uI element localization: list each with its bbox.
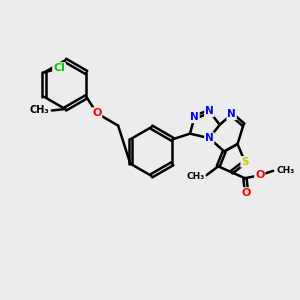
- Text: N: N: [190, 112, 199, 122]
- Text: N: N: [205, 133, 214, 143]
- Text: S: S: [241, 157, 249, 167]
- Text: O: O: [92, 108, 101, 118]
- Text: N: N: [227, 110, 236, 119]
- Text: CH₃: CH₃: [29, 106, 49, 116]
- Text: N: N: [205, 106, 214, 116]
- Text: O: O: [242, 188, 251, 198]
- Text: Cl: Cl: [53, 63, 65, 73]
- Text: CH₃: CH₃: [276, 166, 294, 175]
- Text: O: O: [255, 170, 265, 180]
- Text: CH₃: CH₃: [187, 172, 205, 181]
